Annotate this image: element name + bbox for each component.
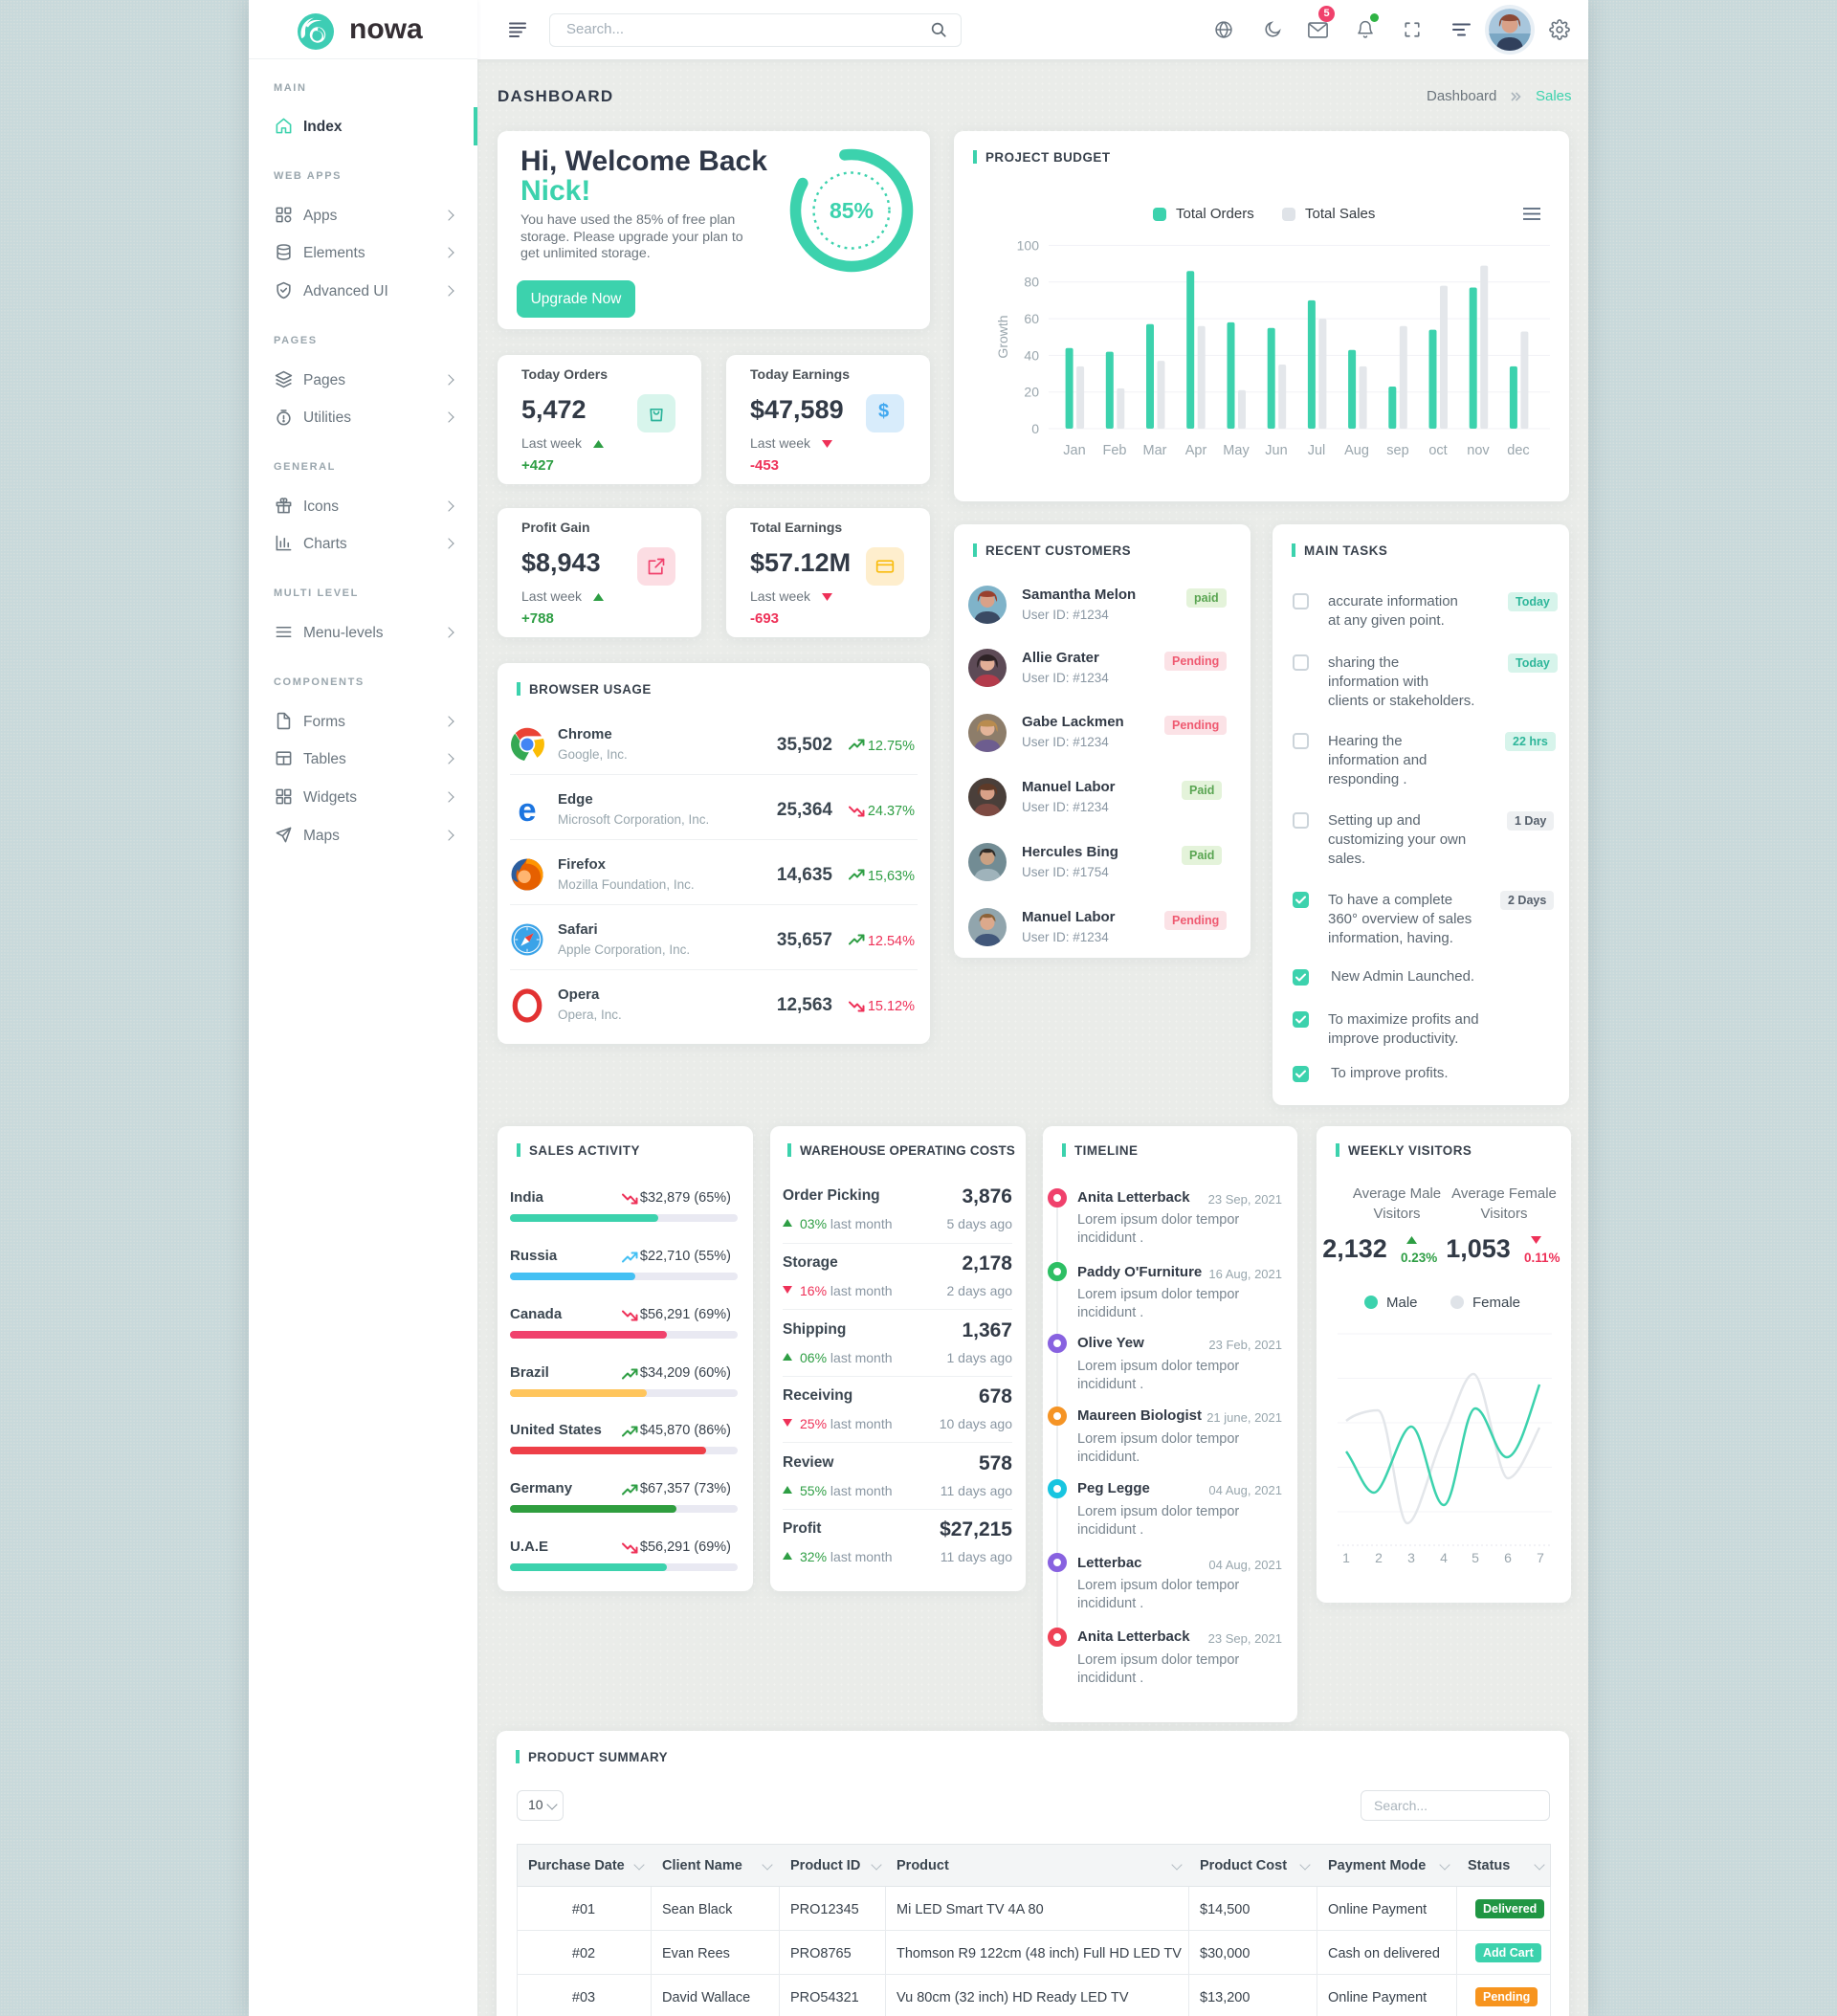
svg-text:dec: dec (1507, 443, 1529, 458)
svg-text:40: 40 (1024, 347, 1039, 363)
svg-text:sep: sep (1386, 443, 1408, 458)
svg-text:Jan: Jan (1063, 443, 1085, 458)
svg-text:Aug: Aug (1344, 443, 1369, 458)
svg-text:3: 3 (1407, 1550, 1415, 1565)
svg-text:Feb: Feb (1103, 443, 1127, 458)
svg-text:Jul: Jul (1308, 443, 1326, 458)
svg-text:e: e (518, 792, 536, 827)
svg-text:85%: 85% (830, 198, 874, 223)
svg-text:60: 60 (1024, 311, 1039, 326)
svg-text:7: 7 (1537, 1550, 1544, 1565)
svg-text:1: 1 (1342, 1550, 1350, 1565)
svg-text:20: 20 (1024, 385, 1039, 400)
svg-text:Mar: Mar (1143, 443, 1167, 458)
svg-text:oct: oct (1428, 443, 1447, 458)
svg-text:100: 100 (1017, 237, 1040, 253)
svg-text:2: 2 (1375, 1550, 1383, 1565)
svg-text:4: 4 (1440, 1550, 1448, 1565)
svg-text:0: 0 (1031, 421, 1039, 436)
svg-text:Jun: Jun (1265, 443, 1287, 458)
svg-text:nov: nov (1467, 443, 1490, 458)
svg-text:6: 6 (1504, 1550, 1512, 1565)
svg-text:Apr: Apr (1185, 443, 1207, 458)
svg-text:80: 80 (1024, 275, 1039, 290)
svg-text:5: 5 (1472, 1550, 1479, 1565)
svg-text:May: May (1223, 443, 1250, 458)
svg-text:Growth: Growth (995, 315, 1010, 358)
